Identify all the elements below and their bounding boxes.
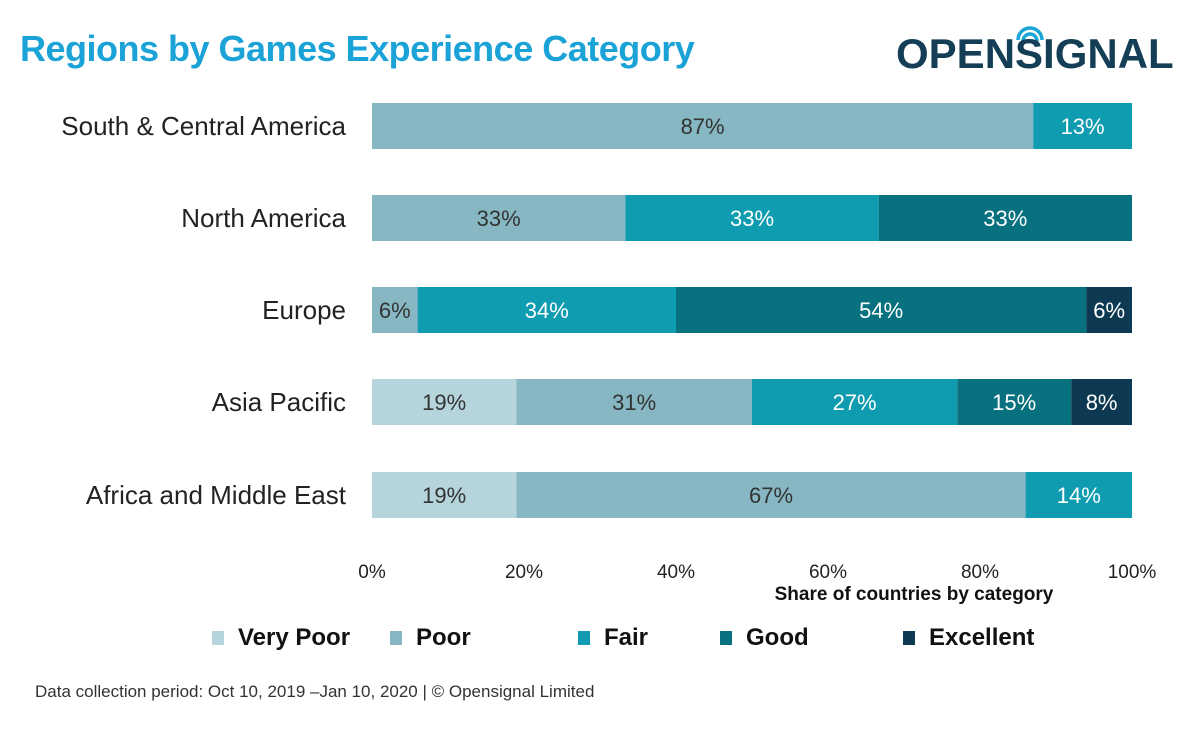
legend-item: Very Poor: [212, 624, 350, 652]
bar-segment: [1025, 472, 1132, 518]
legend: Very Poor Poor Fair Good Excellent: [0, 624, 1200, 658]
legend-swatch: [903, 631, 915, 645]
data-label: 27%: [833, 390, 877, 415]
bar-segment: [957, 379, 1072, 425]
x-axis-label: Share of countries by category: [775, 584, 1054, 605]
x-tick-label: 100%: [1108, 562, 1157, 583]
data-label: 6%: [379, 298, 411, 323]
data-label: 33%: [983, 206, 1027, 231]
legend-label: Very Poor: [238, 624, 351, 651]
legend-label: Poor: [416, 624, 471, 651]
bar-segment: [372, 103, 1034, 149]
bar-segment: [372, 287, 418, 333]
bar-segment: [752, 379, 958, 425]
x-tick-label: 40%: [657, 562, 695, 583]
data-label: 31%: [612, 390, 656, 415]
category-label: South & Central America: [61, 111, 346, 141]
bar-segment: [372, 379, 517, 425]
legend-label: Fair: [604, 624, 649, 651]
legend-label: Good: [746, 624, 809, 651]
data-label: 8%: [1086, 390, 1118, 415]
data-label: 19%: [422, 483, 466, 508]
data-label: 67%: [749, 483, 793, 508]
data-label: 34%: [525, 298, 569, 323]
legend-item: Fair: [578, 624, 648, 652]
opensignal-logo: OPENSIGNAL: [896, 30, 1174, 77]
bar-segment: [1033, 103, 1132, 149]
legend-swatch: [720, 631, 732, 645]
bar-segment: [417, 287, 676, 333]
data-label: 87%: [681, 114, 725, 139]
bar-segment: [372, 472, 517, 518]
data-label: 14%: [1057, 483, 1101, 508]
signal-icon: [1016, 26, 1044, 42]
legend-item: Excellent: [903, 624, 1034, 652]
legend-swatch: [578, 631, 590, 645]
bar-segment: [676, 287, 1087, 333]
bar-segment: [1086, 287, 1132, 333]
bar-segment: [1071, 379, 1132, 425]
category-label: Europe: [262, 295, 346, 325]
category-label: North America: [181, 203, 346, 233]
bar-segment: [516, 472, 1026, 518]
data-label: 19%: [422, 390, 466, 415]
x-tick-label: 80%: [961, 562, 999, 583]
bar-segment: [516, 379, 752, 425]
chart-title: Regions by Games Experience Category: [20, 28, 695, 69]
data-label: 6%: [1093, 298, 1125, 323]
data-label: 54%: [859, 298, 903, 323]
x-tick-label: 20%: [505, 562, 543, 583]
stacked-bar-chart: South & Central America 87% 13% North Ameri…: [61, 103, 1157, 605]
data-label: 15%: [992, 390, 1036, 415]
legend-item: Poor: [390, 624, 471, 652]
legend-item: Good: [720, 624, 809, 652]
data-label: 33%: [730, 206, 774, 231]
footer-note: Data collection period: Oct 10, 2019 –Ja…: [35, 682, 595, 701]
data-label: 13%: [1061, 114, 1105, 139]
bar-segment: [625, 195, 879, 241]
data-label: 33%: [477, 206, 521, 231]
x-tick-label: 0%: [358, 562, 386, 583]
x-tick-label: 60%: [809, 562, 847, 583]
bar-segment: [372, 195, 626, 241]
bar-segment: [878, 195, 1132, 241]
category-label: Africa and Middle East: [86, 480, 347, 510]
category-label: Asia Pacific: [212, 387, 346, 417]
legend-swatch: [390, 631, 402, 645]
legend-swatch: [212, 631, 224, 645]
legend-label: Excellent: [929, 624, 1035, 651]
